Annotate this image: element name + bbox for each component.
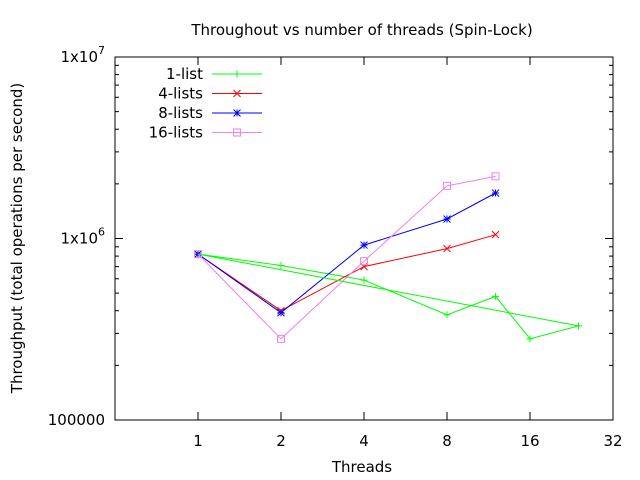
series-line — [197, 175, 496, 340]
data-point — [360, 241, 368, 249]
legend-label: 1-list — [166, 65, 203, 83]
data-point — [526, 335, 534, 343]
data-point — [194, 250, 202, 259]
data-point — [360, 257, 368, 266]
data-point — [360, 276, 368, 284]
y-tick-label: 100000 — [48, 411, 105, 429]
legend-label: 4-lists — [158, 85, 203, 103]
y-tick-label: 1x107 — [60, 44, 105, 66]
x-tick-label: 2 — [276, 432, 286, 450]
x-tick-label: 1 — [193, 432, 203, 450]
data-point — [491, 172, 500, 181]
legend-marker — [233, 89, 241, 98]
series-line — [197, 253, 579, 327]
legend-label: 8-lists — [158, 104, 203, 122]
data-point — [277, 261, 285, 269]
data-point — [443, 215, 451, 223]
y-tick-label-exponent: 6 — [98, 226, 105, 239]
data-point — [443, 311, 451, 319]
x-axis-title: Threads — [331, 458, 392, 476]
y-axis-title: Throughput (total operations per second) — [8, 83, 26, 394]
series-layer — [194, 172, 583, 343]
data-point — [443, 244, 451, 253]
x-tick-label: 8 — [442, 432, 452, 450]
data-point — [277, 334, 285, 343]
y-tick-label-base: 1x10 — [60, 230, 98, 248]
data-point — [491, 189, 500, 197]
y-tick-label: 1x106 — [60, 226, 105, 248]
y-tick-label-exponent: 7 — [98, 44, 105, 57]
chart-title: Throughout vs number of threads (Spin-Lo… — [190, 21, 532, 39]
series-16-lists — [194, 172, 500, 343]
x-tick-label: 32 — [603, 432, 622, 450]
legend-label: 16-lists — [149, 124, 204, 142]
x-tick-label: 4 — [359, 432, 369, 450]
x-axis: 1 2 4 8 16 32 — [193, 57, 623, 450]
series-fit-line — [197, 253, 579, 327]
y-tick-label-base: 100000 — [48, 411, 105, 429]
y-tick-label-base: 1x10 — [60, 48, 98, 66]
legend-marker — [233, 109, 241, 117]
legend-marker — [233, 128, 241, 137]
data-point — [277, 308, 285, 317]
x-tick-label: 16 — [520, 432, 539, 450]
data-point — [443, 181, 451, 190]
legend-marker — [233, 70, 241, 78]
data-point — [491, 230, 500, 239]
data-point — [492, 292, 500, 300]
